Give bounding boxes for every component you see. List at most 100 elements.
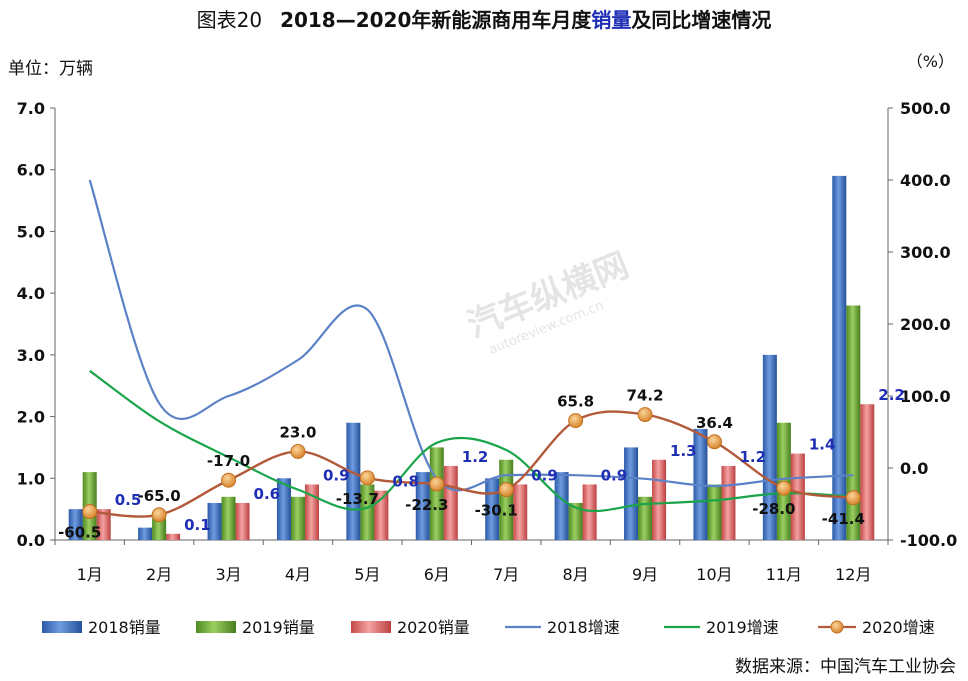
line-2019-growth: [89, 369, 854, 513]
x-tick-label: 10月: [696, 565, 732, 584]
growth-2020-label: -41.4: [822, 510, 865, 528]
marker-2020-growth: [221, 472, 237, 488]
x-tick-label: 5月: [354, 565, 380, 584]
right-tick-label: 400.0: [900, 171, 951, 190]
bar-2020-sales: [166, 533, 181, 540]
x-tick-label: 2月: [146, 565, 172, 584]
sales-2020-label: 1.2: [462, 448, 489, 466]
bar-2019-sales: [429, 447, 444, 540]
right-tick-label: 500.0: [900, 99, 951, 118]
bar-2018-sales: [68, 509, 83, 540]
plot-area: 0.0 1.0 2.0 3.0 4.0 5.0 6.0 7.0 -100.0 0.0 100.0 20…: [17, 99, 958, 637]
marker-2020-growth: [706, 434, 722, 450]
growth-2020-label: 65.8: [557, 393, 594, 411]
legend-2019-growth: 2019增速: [706, 618, 779, 637]
right-tick-label: -100.0: [900, 531, 957, 550]
sales-2020-label: 0.8: [392, 473, 419, 491]
left-tick-label: 7.0: [17, 99, 45, 118]
growth-2020-label: -28.0: [752, 500, 795, 518]
title-highlight: 销量: [591, 8, 632, 32]
watermark: 汽车纵横网 autoreview.com.cn: [462, 245, 635, 358]
legend-2020-sales: 2020销量: [397, 618, 470, 637]
bar-2020-sales: [582, 484, 597, 540]
legend-2018-sales-swatch: [42, 621, 82, 633]
sales-2020-label: 1.3: [670, 442, 697, 460]
bar-2019-sales: [360, 484, 375, 540]
marker-2020-growth: [498, 482, 514, 498]
sales-2020-label: 1.4: [809, 436, 836, 454]
left-tick-label: 3.0: [17, 346, 45, 365]
chart-title: 图表20 2018—2020年新能源商用车月度销量及同比增速情况: [0, 4, 968, 33]
sales-2020-label: 0.5: [115, 491, 142, 509]
bar-2018-sales: [276, 478, 291, 540]
left-tick-label: 2.0: [17, 408, 45, 427]
sales-2020-label: 0.9: [531, 466, 558, 484]
bar-2020-sales: [304, 484, 319, 540]
legend-2019-sales: 2019销量: [242, 618, 315, 637]
left-tick-label: 6.0: [17, 161, 45, 180]
right-tick-label: 300.0: [900, 243, 951, 262]
marker-2020-growth: [359, 470, 375, 486]
bar-2020-sales: [96, 509, 111, 540]
data-source: 数据来源：中国汽车工业协会: [735, 657, 956, 677]
bar-2018-sales: [624, 447, 639, 540]
x-tick-label: 6月: [424, 565, 450, 584]
sales-2020-label: 0.6: [254, 485, 281, 503]
x-tick-label: 11月: [766, 565, 802, 584]
bar-2019-sales: [152, 518, 167, 540]
bar-2020-sales: [652, 459, 667, 540]
bar-2020-sales: [235, 502, 250, 540]
right-tick-label: 100.0: [900, 387, 951, 406]
legend-2018-sales: 2018销量: [88, 618, 161, 637]
bar-2019-sales: [568, 502, 583, 540]
bar-2018-sales: [415, 472, 430, 540]
marker-2020-growth: [151, 507, 167, 523]
marker-2020-growth: [845, 490, 861, 506]
sales-2020-label: 0.9: [323, 466, 350, 484]
right-tick-label: 200.0: [900, 315, 951, 334]
marker-2020-growth: [429, 476, 445, 492]
left-tick-label: 0.0: [17, 531, 45, 550]
sales-2020-label: 1.2: [739, 448, 766, 466]
marker-2020-growth: [776, 480, 792, 496]
bar-2019-sales: [638, 496, 653, 540]
growth-2020-label: 74.2: [627, 387, 664, 405]
x-tick-label: 4月: [285, 565, 311, 584]
x-tick-label: 1月: [77, 565, 103, 584]
sales-2020-label: 2.2: [878, 386, 905, 404]
bar-2020-sales: [443, 465, 458, 540]
bar-2018-sales: [138, 527, 153, 540]
x-tick-label: 9月: [632, 565, 658, 584]
sales-2020-label: 0.1: [184, 516, 211, 534]
figure-number: 图表20: [196, 8, 263, 32]
bar-2019-sales: [846, 305, 861, 540]
bar-2018-sales: [554, 472, 569, 540]
growth-2020-label: -22.3: [405, 496, 448, 514]
x-tick-label: 3月: [215, 565, 241, 584]
bar-2019-sales: [290, 496, 305, 540]
title-main: 2018—2020年新能源商用车月度: [280, 8, 592, 32]
bar-2018-sales: [207, 502, 222, 540]
legend-2020-growth-marker: [830, 620, 844, 634]
marker-2020-growth: [290, 443, 306, 459]
bar-2019-sales: [221, 496, 236, 540]
right-axis-unit: （%）: [906, 52, 954, 71]
growth-2020-label: -17.0: [207, 452, 250, 470]
bar-2019-sales: [707, 484, 722, 540]
x-tick-label: 7月: [493, 565, 519, 584]
bar-2020-sales: [790, 453, 805, 540]
marker-2020-growth: [637, 407, 653, 423]
right-tick-label: 0.0: [900, 459, 928, 478]
bar-2020-sales: [721, 465, 736, 540]
left-tick-label: 5.0: [17, 222, 45, 241]
title-suffix: 及同比增速情况: [631, 8, 772, 32]
legend-2019-sales-swatch: [196, 621, 236, 633]
x-tick-label: 12月: [835, 565, 871, 584]
left-tick-label: 4.0: [17, 284, 45, 303]
left-tick-label: 1.0: [17, 469, 45, 488]
bar-2018-sales: [832, 175, 847, 540]
bar-2018-sales: [346, 422, 361, 540]
x-tick-label: 8月: [563, 565, 589, 584]
bar-2019-sales: [499, 459, 514, 540]
